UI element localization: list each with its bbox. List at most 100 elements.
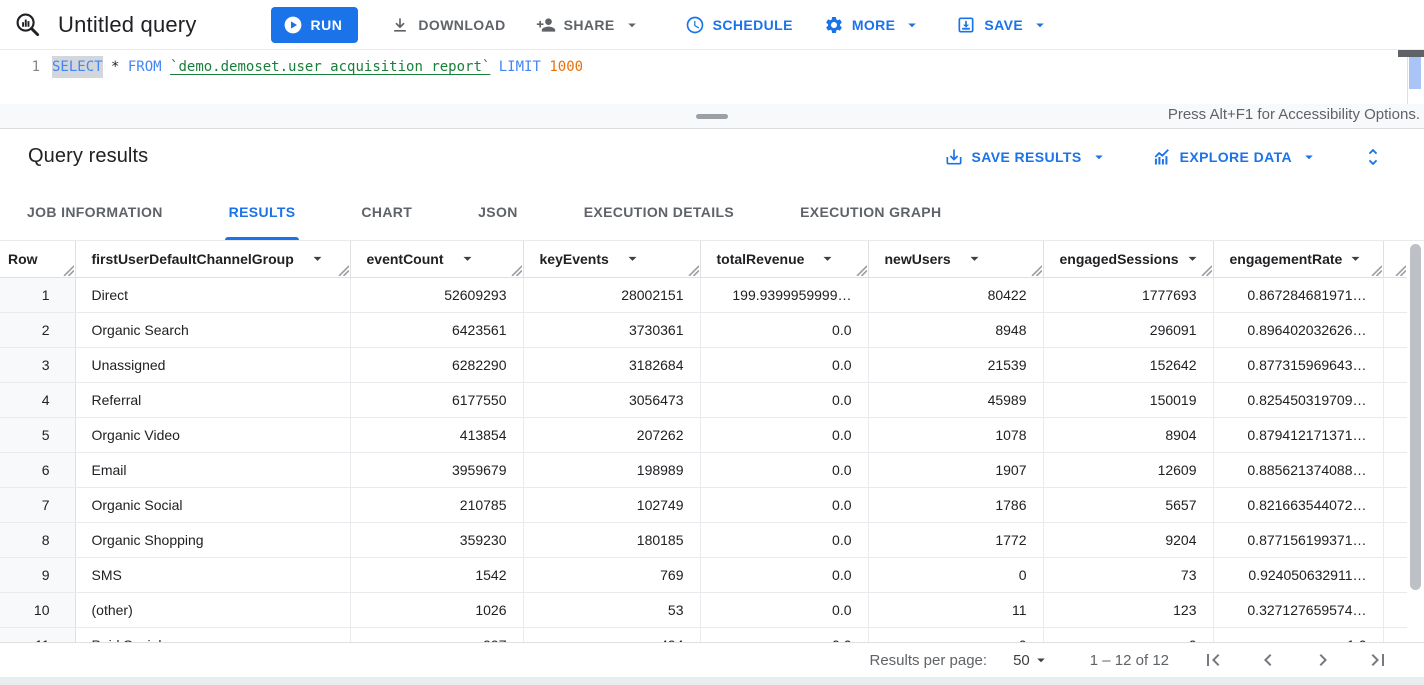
data-cell: 123 [1043,592,1214,628]
row-number-cell: 7 [0,487,76,523]
data-cell: 769 [523,557,701,593]
column-menu-caret-icon[interactable] [1183,249,1202,268]
column-menu-caret-icon[interactable] [623,249,642,268]
next-page-button[interactable] [1311,648,1335,672]
column-menu-caret-icon[interactable] [308,249,327,268]
expand-collapse-panel-button[interactable] [1362,146,1384,168]
column-menu-caret-icon[interactable] [818,249,837,268]
column-header-overflow [1383,241,1408,278]
horizontal-scrollbar-track[interactable] [0,677,1424,685]
column-menu-caret-icon[interactable] [458,249,477,268]
table-row: 9 SMS 1542 769 0.0 0 73 0.924050632911… [0,557,1407,593]
editor-scrollbar-thumb[interactable] [1409,57,1421,89]
column-header-engagementRate[interactable]: engagementRate [1213,241,1384,278]
sql-editor[interactable]: 1 SELECT * FROM `demo.demoset.user_acqui… [0,50,1424,104]
data-cell: 0.0 [700,522,869,558]
chevron-down-icon [1037,658,1045,663]
query-results-header: Query results SAVE RESULTS EXPLORE DATA [0,129,1424,184]
tab-execution-details[interactable]: EXECUTION DETAILS [584,184,734,240]
column-menu-caret-icon[interactable] [965,249,984,268]
data-cell [1383,452,1407,488]
tab-job-information[interactable]: JOB INFORMATION [27,184,163,240]
run-button[interactable]: RUN [270,6,359,43]
last-page-button[interactable] [1366,648,1390,672]
data-cell: 0.0 [700,382,869,418]
results-table-container: Row firstUserDefaultChannelGroup eventCo… [0,241,1424,642]
column-menu-caret-icon[interactable] [1346,249,1365,268]
download-button[interactable]: DOWNLOAD [390,15,505,35]
column-label: Row [8,250,38,267]
row-number-cell: 9 [0,557,76,593]
play-circle-icon [284,16,301,33]
data-cell: 207262 [523,417,701,453]
data-cell: 0.877156199371… [1213,522,1384,558]
table-row: 1 Direct 52609293 28002151 199.9399959999… 80… [0,277,1407,313]
schedule-button[interactable]: SCHEDULE [685,15,793,35]
more-button[interactable]: MORE [824,15,922,35]
table-row: 10 (other) 1026 53 0.0 11 123 0.327127659574… [0,592,1407,628]
save-results-button[interactable]: SAVE RESULTS [944,147,1108,167]
data-cell: 6282290 [350,347,524,383]
column-resize-grip[interactable] [62,264,74,276]
tab-results[interactable]: RESULTS [224,184,300,240]
column-resize-grip[interactable] [1030,264,1042,276]
data-cell [1383,627,1407,642]
table-body: 1 Direct 52609293 28002151 199.9399959999… 80… [0,277,1407,642]
data-cell: 1078 [868,417,1044,453]
save-alt-icon [946,149,962,164]
data-cell: 6177550 [350,382,524,418]
data-cell: 296091 [1043,312,1214,348]
column-header-newUsers[interactable]: newUsers [868,241,1044,278]
column-header-row[interactable]: Row [0,241,76,278]
data-cell: Direct [75,277,351,313]
tab-execution-graph[interactable]: EXECUTION GRAPH [800,184,941,240]
first-page-button[interactable] [1201,648,1225,672]
column-resize-grip[interactable] [510,264,522,276]
data-cell: 0.896402032626… [1213,312,1384,348]
sql-code-line[interactable]: 1 SELECT * FROM `demo.demoset.user_acqui… [0,56,1404,78]
data-cell [1383,557,1407,593]
column-resize-grip[interactable] [687,264,699,276]
data-cell: 1786 [868,487,1044,523]
column-header-keyEvents[interactable]: keyEvents [523,241,701,278]
table-scrollbar-thumb[interactable] [1410,244,1421,590]
data-cell: 0 [1043,627,1214,642]
column-header-totalRevenue[interactable]: totalRevenue [700,241,869,278]
data-cell: Email [75,452,351,488]
data-cell: 0.825450319709… [1213,382,1384,418]
column-header-eventCount[interactable]: eventCount [350,241,524,278]
tab-json[interactable]: JSON [478,184,518,240]
panel-resize-handle[interactable] [696,114,728,119]
column-resize-grip[interactable] [1200,264,1212,276]
column-header-engagedSessions[interactable]: engagedSessions [1043,241,1214,278]
column-header-firstUserDefaultChannelGroup[interactable]: firstUserDefaultChannelGroup [75,241,351,278]
data-cell: 0.879412171371… [1213,417,1384,453]
column-resize-grip[interactable] [1394,264,1406,276]
table-row: 3 Unassigned 6282290 3182684 0.0 21539 152642 0… [0,347,1407,383]
sql-star: * [102,59,128,75]
column-label: newUsers [884,250,951,267]
data-cell: 53 [523,592,701,628]
data-cell: 0.0 [700,347,869,383]
first-page-icon [1207,654,1220,666]
share-button[interactable]: SHARE [536,15,641,35]
explore-data-button[interactable]: EXPLORE DATA [1152,147,1318,167]
data-cell: 0 [868,627,1044,642]
save-icon [958,17,974,32]
page-size-select[interactable]: 50 [1013,651,1050,669]
column-resize-grip[interactable] [855,264,867,276]
data-cell: 0.0 [700,592,869,628]
schedule-label: SCHEDULE [712,16,793,33]
sql-table-reference[interactable]: `demo.demoset.user_acquisition_report` [170,59,491,75]
column-resize-grip[interactable] [1370,264,1382,276]
table-scrollbar-track[interactable] [1407,241,1424,642]
editor-scrollbar-track[interactable] [1407,50,1424,104]
chevron-down-icon [1305,155,1313,159]
save-button[interactable]: SAVE [956,15,1049,35]
data-cell: 12609 [1043,452,1214,488]
chevron-down-icon [1094,155,1103,159]
column-resize-grip[interactable] [337,264,349,276]
previous-page-button[interactable] [1256,648,1280,672]
tab-chart[interactable]: CHART [361,184,412,240]
